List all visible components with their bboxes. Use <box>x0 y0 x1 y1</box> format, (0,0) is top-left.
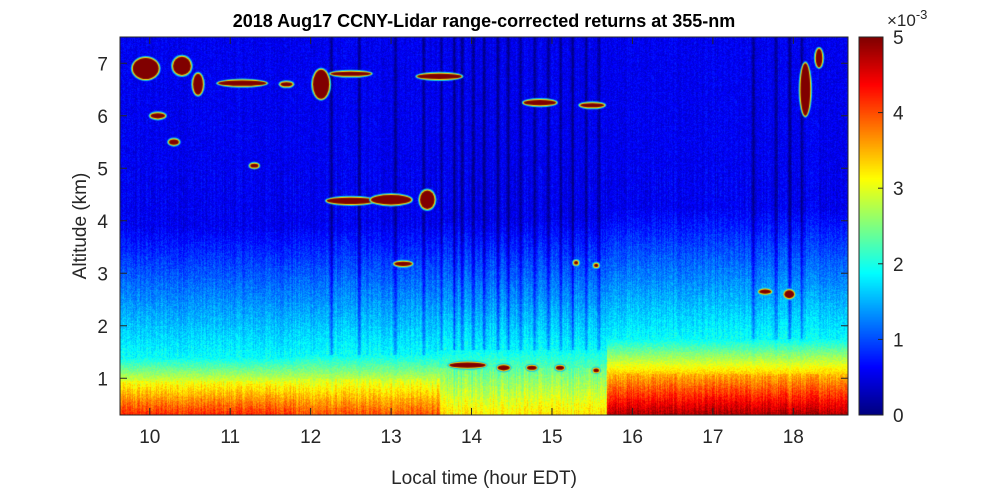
x-tick-label: 14 <box>461 427 483 448</box>
colorbar-exponent: ×10-3 <box>887 7 927 30</box>
y-axis: 1 2 3 4 5 6 7 <box>97 54 848 390</box>
x-tick-label: 13 <box>381 427 402 448</box>
y-tick-label: 6 <box>97 107 108 128</box>
x-tick-label: 17 <box>702 427 723 448</box>
plot-frame <box>119 36 849 416</box>
colorbar-tick-label: 2 <box>893 255 904 276</box>
heatmap-canvas <box>120 37 848 415</box>
x-tick-label: 12 <box>300 427 321 448</box>
colorbar-tick-label: 4 <box>893 104 904 125</box>
y-tick-label: 7 <box>97 54 108 75</box>
x-axis: 10 11 12 13 14 15 16 17 18 <box>139 37 804 448</box>
colorbar-canvas <box>859 37 883 415</box>
y-tick-label: 1 <box>97 369 108 390</box>
y-axis-label: Altitude (km) <box>70 173 91 280</box>
y-tick-label: 2 <box>97 317 108 338</box>
heatmap-area <box>120 37 848 415</box>
x-tick-label: 16 <box>622 427 643 448</box>
colorbar-area <box>859 37 883 415</box>
chart-title: 2018 Aug17 CCNY-Lidar range-corrected re… <box>233 11 736 31</box>
colorbar-axis: 0 1 2 3 4 5 <box>878 28 904 427</box>
x-axis-label: Local time (hour EDT) <box>391 468 577 489</box>
colorbar-tick-label: 5 <box>893 28 904 49</box>
colorbar-exponent-base: ×10 <box>887 11 916 30</box>
colorbar-tick-label: 0 <box>893 406 904 427</box>
x-tick-label: 18 <box>783 427 804 448</box>
x-tick-label: 15 <box>541 427 562 448</box>
colorbar-frame <box>858 36 884 416</box>
colorbar-exponent-power: -3 <box>916 7 928 22</box>
y-tick-label: 5 <box>97 159 108 180</box>
colorbar-tick-label: 1 <box>893 330 904 351</box>
colorbar-tick-label: 3 <box>893 179 904 200</box>
y-tick-label: 4 <box>97 212 108 233</box>
x-tick-label: 10 <box>139 427 160 448</box>
y-tick-label: 3 <box>97 264 108 285</box>
x-tick-label: 11 <box>220 427 240 448</box>
